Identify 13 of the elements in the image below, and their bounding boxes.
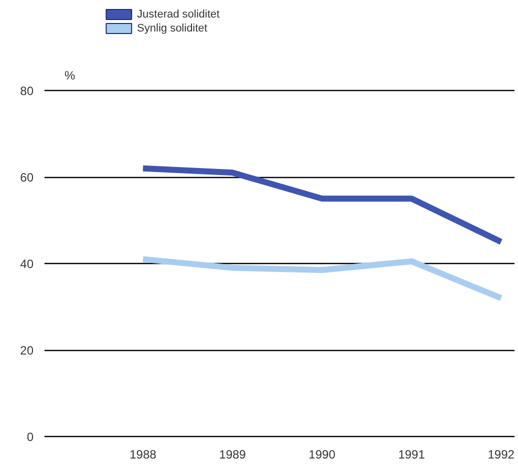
y-tick-label: 20 (20, 344, 34, 358)
y-tick-label: 40 (20, 257, 34, 271)
y-axis-title: % (64, 68, 76, 82)
x-tick-label: 1990 (308, 448, 336, 462)
y-tick-label: 60 (20, 170, 34, 184)
x-tick-label: 1988 (130, 448, 157, 462)
x-tick-label: 1989 (219, 448, 246, 462)
legend-label: Synlig soliditet (137, 22, 208, 34)
y-tick-label: 0 (26, 430, 34, 444)
x-tick-label: 1991 (398, 448, 426, 462)
legend-label: Justerad soliditet (137, 8, 220, 20)
x-tick-label: 1992 (488, 448, 515, 462)
y-tick-label: 80 (20, 84, 34, 98)
